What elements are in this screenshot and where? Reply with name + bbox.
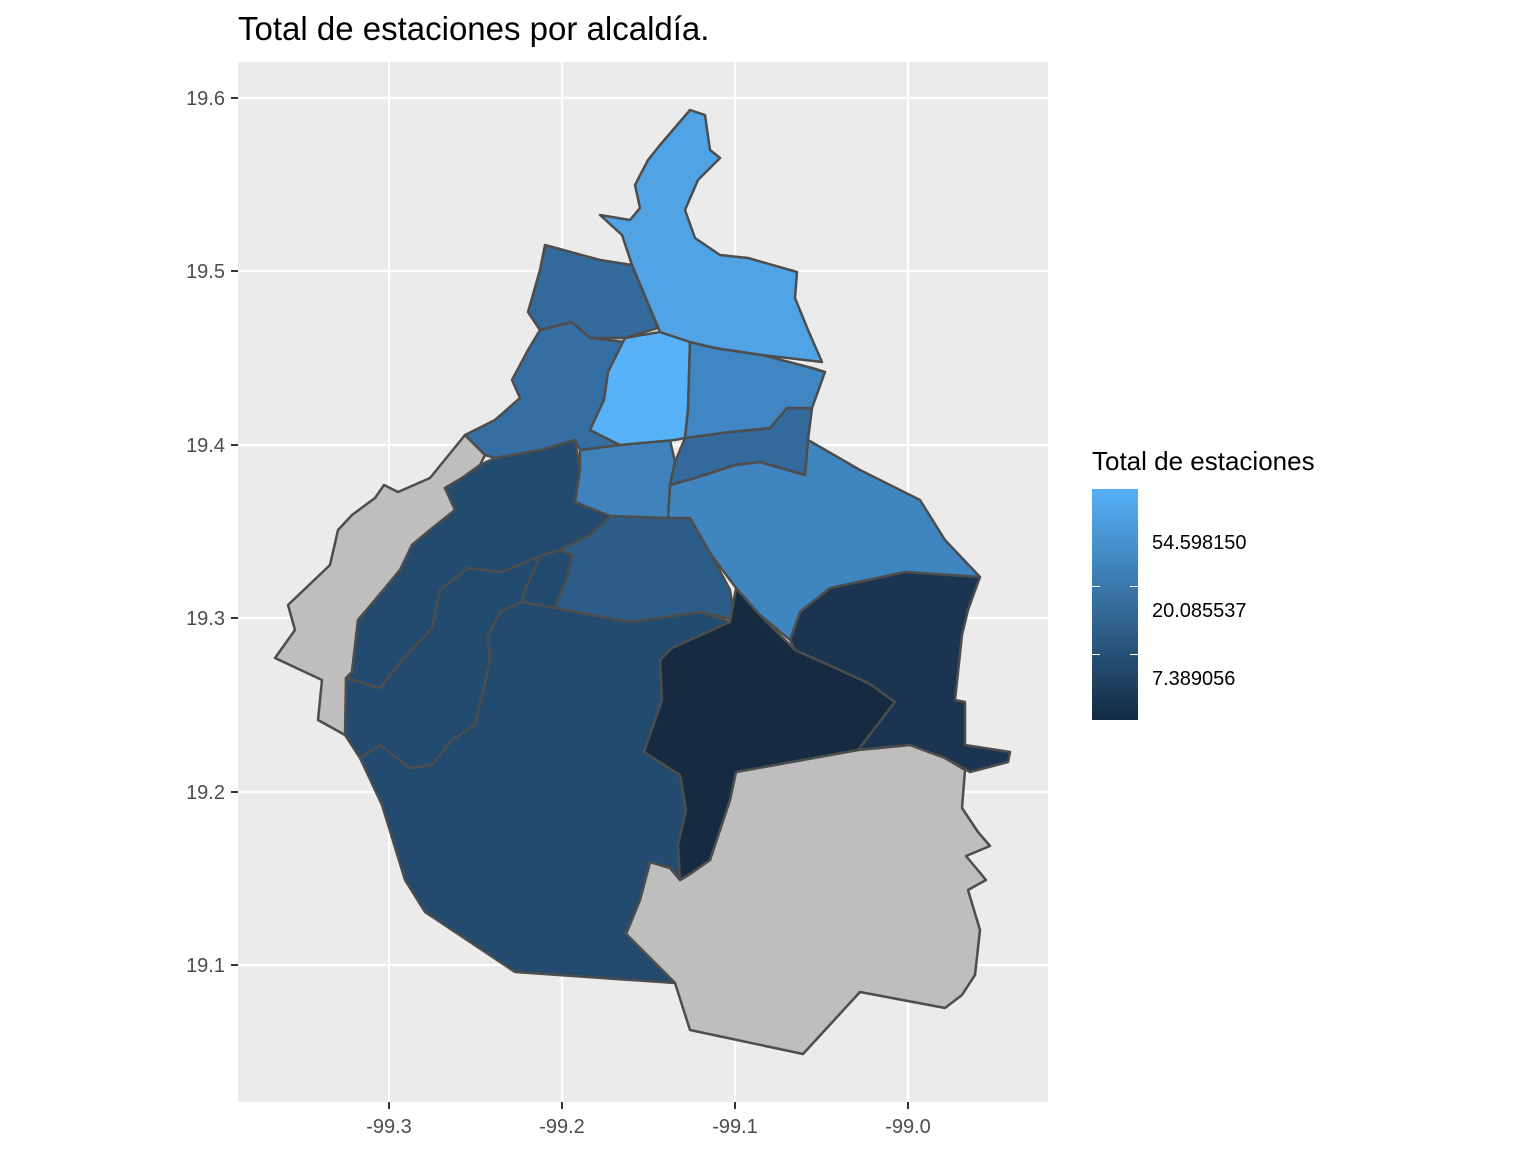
legend-tick — [1092, 722, 1100, 723]
x-tick-label: -99.1 — [712, 1116, 758, 1138]
legend-tick — [1130, 654, 1138, 655]
y-tick-label: 19.1 — [186, 955, 225, 977]
legend-color-bar — [1092, 489, 1138, 720]
legend-label: 20.085537 — [1152, 600, 1247, 622]
x-tick-label: -99.3 — [366, 1116, 412, 1138]
legend-tick — [1130, 722, 1138, 723]
alcaldia-regions — [273, 108, 1012, 1056]
region-coyoacan-enclave[interactable] — [520, 548, 574, 610]
legend-label: 7.389056 — [1152, 668, 1236, 690]
legend-label: 54.598150 — [1152, 532, 1247, 554]
x-axis: -99.3 -99.2 -99.1 -99.0 — [366, 1102, 931, 1138]
region-benito-juarez[interactable] — [573, 438, 677, 520]
x-tick-label: -99.2 — [539, 1116, 585, 1138]
legend-tick — [1092, 654, 1100, 655]
y-tick-label: 19.3 — [186, 608, 225, 630]
region-gustavo-a-madero[interactable] — [598, 108, 824, 364]
legend-tick — [1130, 586, 1138, 587]
chart-title: Total de estaciones por alcaldía. — [238, 10, 710, 47]
y-tick-label: 19.4 — [186, 435, 225, 457]
y-tick-label: 19.2 — [186, 782, 225, 804]
y-tick-label: 19.6 — [186, 88, 225, 110]
y-axis: 19.6 19.5 19.4 19.3 19.2 19.1 — [186, 88, 238, 977]
legend-tick — [1092, 586, 1100, 587]
legend-title: Total de estaciones — [1092, 446, 1315, 476]
y-tick-label: 19.5 — [186, 261, 225, 283]
x-tick-label: -99.0 — [885, 1116, 931, 1138]
legend: Total de estaciones 54.598150 20.085537 … — [1092, 446, 1315, 723]
